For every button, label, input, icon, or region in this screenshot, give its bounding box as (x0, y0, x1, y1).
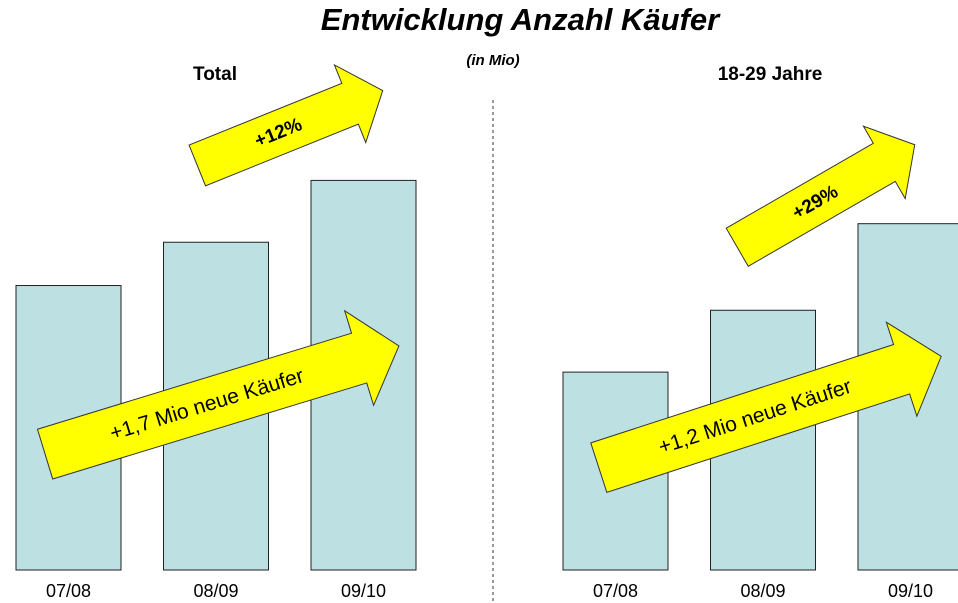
arrow-shape (725, 125, 916, 267)
x-tick-label: 09/10 (888, 581, 933, 601)
x-tick-label: 08/09 (193, 581, 238, 601)
x-tick-label: 08/09 (740, 581, 785, 601)
arrow: +12% (188, 63, 384, 187)
panel-title: 18-29 Jahre (718, 64, 823, 85)
chart-title: Entwicklung Anzahl Käufer (321, 2, 721, 37)
x-tick-label: 07/08 (46, 581, 91, 601)
arrow-shape (188, 63, 384, 187)
chart-subtitle: (in Mio) (466, 52, 519, 69)
x-tick-label: 09/10 (341, 581, 386, 601)
arrow-shape (36, 309, 400, 480)
x-tick-label: 07/08 (593, 581, 638, 601)
arrow-shape (590, 321, 942, 493)
arrow: +29% (725, 125, 916, 267)
panel-title: Total (193, 64, 237, 85)
